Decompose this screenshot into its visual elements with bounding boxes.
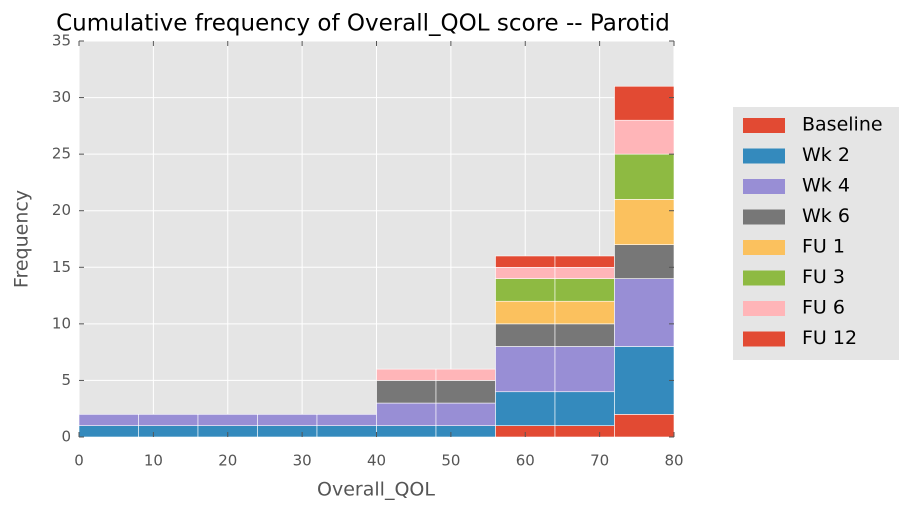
bar-segment — [554, 425, 615, 438]
bar-segment — [614, 119, 675, 155]
legend-swatch — [743, 209, 785, 225]
legend-label: Wk 2 — [802, 144, 850, 166]
bar-segment — [554, 391, 615, 426]
bar-segment — [138, 425, 199, 438]
legend-label: FU 3 — [802, 266, 845, 288]
bar-segment — [614, 414, 675, 438]
bar-segment — [435, 368, 496, 381]
x-tick-label: 50 — [441, 452, 460, 470]
bar-segment — [554, 300, 615, 325]
x-tick-label: 80 — [664, 452, 683, 470]
y-axis-label: Frequency — [11, 190, 33, 288]
bar-segment — [316, 414, 377, 426]
legend-label: Wk 6 — [802, 205, 850, 227]
bar-segment — [614, 346, 675, 415]
bar-segment — [376, 425, 437, 438]
bar-segment — [78, 414, 139, 426]
legend-label: Wk 4 — [802, 175, 850, 197]
bars — [78, 85, 675, 438]
x-tick-label: 60 — [516, 452, 535, 470]
legend-label: FU 12 — [802, 327, 857, 349]
legend-swatch — [743, 240, 785, 255]
y-tick-label: 25 — [52, 145, 71, 163]
y-tick-label: 0 — [61, 428, 71, 446]
legend-label: Baseline — [802, 114, 883, 136]
legend-items: Baseline Wk 2 Wk 4 Wk 6 FU 1 FU 3 FU 6 FU 12 — [743, 114, 883, 349]
x-tick-label: 30 — [293, 452, 312, 470]
bar-segment — [495, 323, 556, 347]
x-tick-label: 0 — [74, 452, 84, 470]
bar-segment — [614, 244, 675, 279]
bar-segment — [495, 346, 556, 393]
x-tick-label: 10 — [144, 452, 163, 470]
legend-label: FU 6 — [802, 297, 845, 319]
bar-segment — [376, 380, 437, 404]
bar-segment — [554, 255, 615, 268]
legend-swatch — [743, 179, 785, 194]
bar-segment — [614, 153, 675, 200]
chart-title: Cumulative frequency of Overall_QOL scor… — [56, 11, 670, 37]
bar-segment — [495, 266, 556, 279]
bar-segment — [554, 346, 615, 393]
bar-segment — [614, 199, 675, 245]
x-tick-label: 20 — [218, 452, 237, 470]
legend-swatch — [743, 270, 785, 286]
bar-segment — [554, 278, 615, 302]
bar-segment — [495, 255, 556, 268]
y-tick-label: 5 — [61, 371, 71, 389]
bar-segment — [435, 402, 496, 426]
bar-segment — [435, 380, 496, 404]
legend-swatch — [743, 301, 785, 316]
bar-segment — [316, 425, 377, 438]
bar-segment — [554, 266, 615, 279]
y-tick-label: 35 — [52, 32, 71, 50]
x-tick-label: 70 — [590, 452, 609, 470]
y-tick-label: 10 — [52, 314, 71, 332]
bar-segment — [554, 323, 615, 347]
bar-segment — [376, 402, 437, 426]
bar-segment — [257, 414, 318, 426]
legend-swatch — [743, 331, 785, 347]
bar-segment — [138, 414, 199, 426]
bar-segment — [257, 425, 318, 438]
legend-label: FU 1 — [802, 236, 845, 258]
bar-segment — [495, 278, 556, 302]
legend-swatch — [743, 118, 785, 133]
x-axis-label: Overall_QOL — [317, 479, 435, 501]
x-tick-label: 40 — [367, 452, 386, 470]
bar-segment — [614, 278, 675, 347]
legend-swatch — [743, 148, 785, 164]
bar-segment — [197, 414, 258, 426]
axes: 0 5 10 15 20 25 30 35 0 10 20 30 40 50 60 70 80 — [52, 32, 684, 470]
bar-segment — [78, 425, 139, 438]
bar-segment — [495, 300, 556, 325]
bar-segment — [495, 391, 556, 426]
bar-segment — [614, 85, 675, 121]
y-tick-label: 30 — [52, 88, 71, 106]
y-tick-label: 15 — [52, 258, 71, 276]
bar-segment — [435, 425, 496, 438]
y-tick-label: 20 — [52, 201, 71, 219]
bar-segment — [376, 368, 437, 381]
